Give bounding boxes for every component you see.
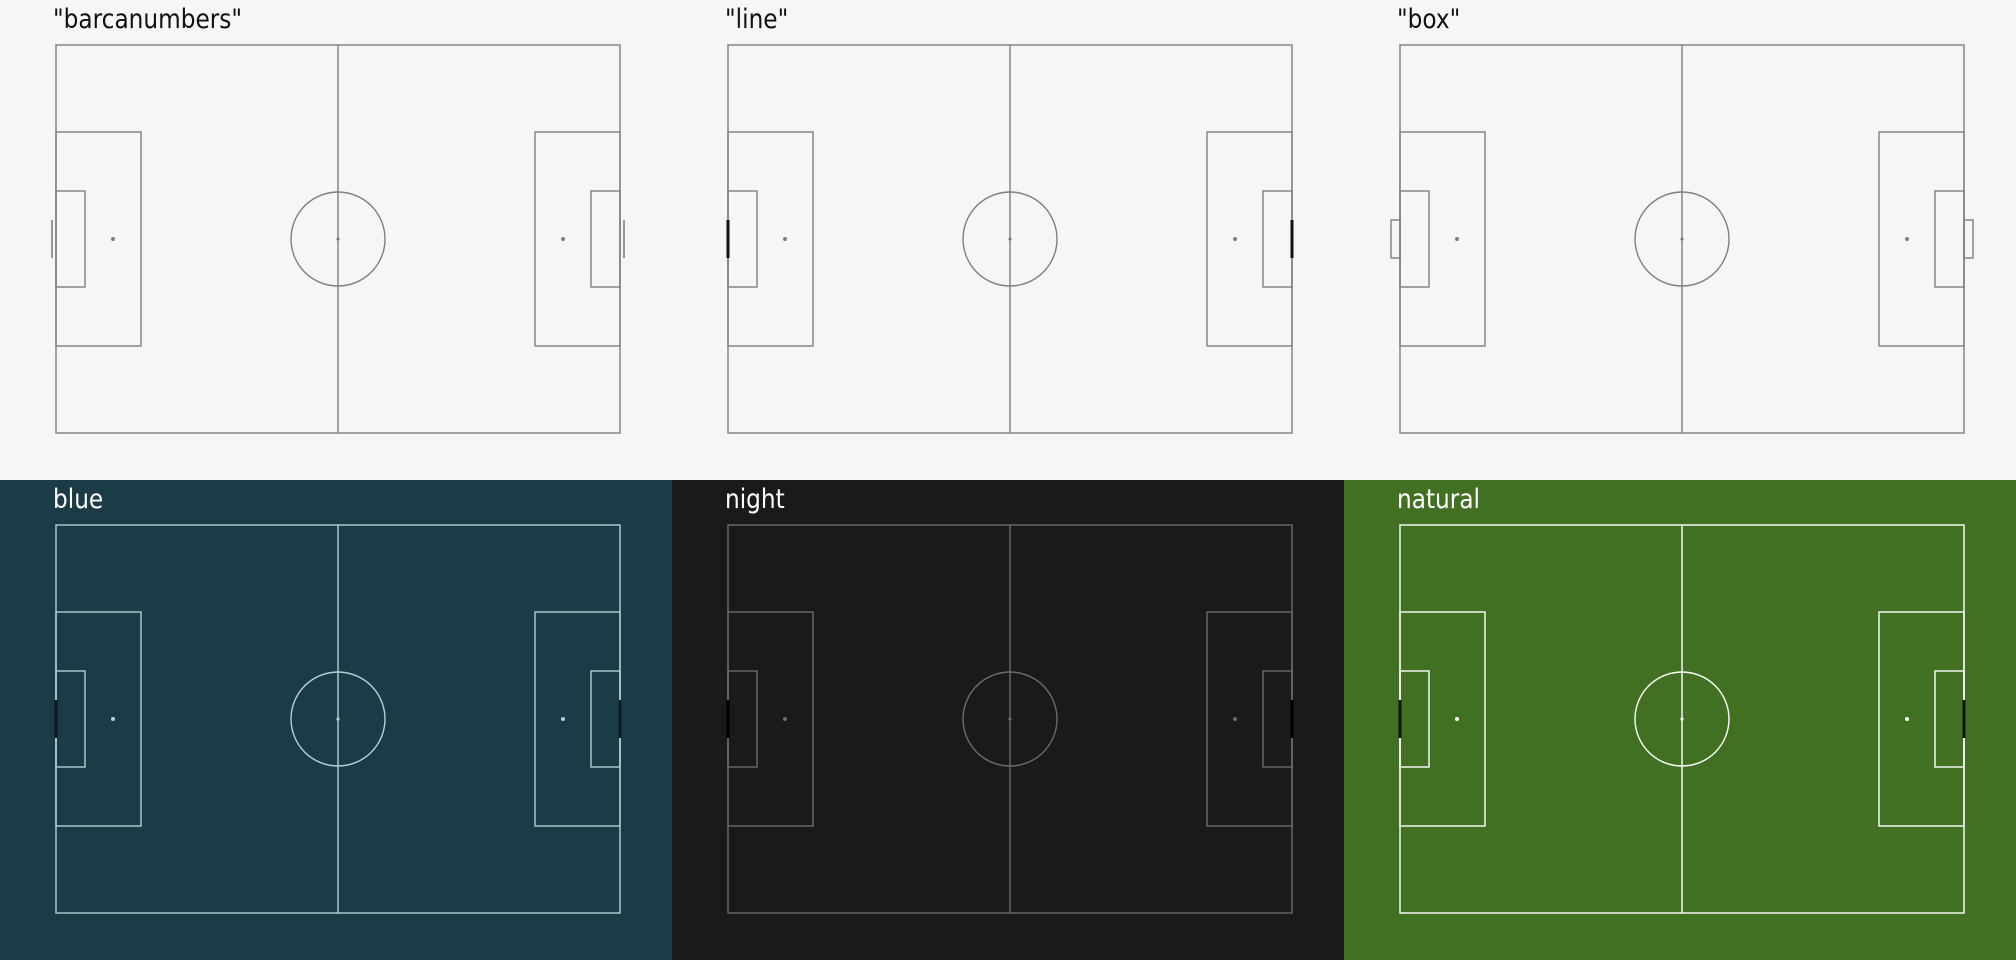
panel-title: "box"	[1397, 4, 1461, 35]
penalty-spot-left	[783, 717, 787, 721]
penalty-spot-right	[561, 237, 565, 241]
goal-area-right	[590, 670, 621, 768]
penalty-area-right	[534, 131, 621, 347]
goal-area-right	[590, 190, 621, 288]
football-pitch	[51, 44, 625, 434]
penalty-area-right	[1878, 611, 1965, 827]
panel-title: "line"	[725, 4, 789, 35]
penalty-area-left	[727, 131, 814, 347]
football-pitch	[1398, 524, 1966, 914]
penalty-spot-left	[111, 237, 115, 241]
centre-circle	[1634, 671, 1730, 767]
penalty-spot-right	[1905, 237, 1909, 241]
centre-circle	[962, 191, 1058, 287]
panel-title: night	[725, 484, 785, 515]
panel-barcanumbers: "barcanumbers"	[0, 0, 672, 480]
penalty-area-right	[534, 611, 621, 827]
penalty-area-left	[55, 611, 142, 827]
penalty-spot-right	[1233, 237, 1237, 241]
football-pitch	[726, 44, 1294, 434]
penalty-area-right	[1878, 131, 1965, 347]
goal-area-left	[55, 190, 86, 288]
penalty-spot-left	[783, 237, 787, 241]
panel-night: night	[672, 480, 1344, 960]
penalty-spot-left	[111, 717, 115, 721]
goal-area-right	[1934, 670, 1965, 768]
panel-title: natural	[1397, 484, 1481, 515]
penalty-spot-left	[1455, 237, 1459, 241]
goal-area-right	[1262, 190, 1293, 288]
panel-blue: blue	[0, 480, 672, 960]
penalty-area-left	[727, 611, 814, 827]
centre-spot	[1008, 717, 1012, 721]
football-pitch	[54, 524, 622, 914]
penalty-area-right	[1206, 611, 1293, 827]
goal-area-right	[1934, 190, 1965, 288]
penalty-area-left	[1399, 131, 1486, 347]
football-pitch	[726, 524, 1294, 914]
centre-circle	[962, 671, 1058, 767]
goal-area-right	[1262, 670, 1293, 768]
panel-box: "box"	[1344, 0, 2016, 480]
goal-area-left	[55, 670, 86, 768]
centre-circle	[290, 191, 386, 287]
panel-line: "line"	[672, 0, 1344, 480]
goal-right	[1963, 219, 1974, 259]
penalty-spot-left	[1455, 717, 1459, 721]
centre-spot	[336, 237, 340, 241]
penalty-spot-right	[561, 717, 565, 721]
penalty-area-left	[55, 131, 142, 347]
goal-area-left	[1399, 670, 1430, 768]
goal-area-left	[727, 190, 758, 288]
penalty-area-right	[1206, 131, 1293, 347]
goal-area-left	[727, 670, 758, 768]
panel-natural: natural	[1344, 480, 2016, 960]
centre-spot	[1680, 237, 1684, 241]
penalty-spot-right	[1233, 717, 1237, 721]
centre-circle	[1634, 191, 1730, 287]
panel-title: "barcanumbers"	[53, 4, 243, 35]
centre-circle	[290, 671, 386, 767]
penalty-area-left	[1399, 611, 1486, 827]
centre-spot	[336, 717, 340, 721]
centre-spot	[1680, 717, 1684, 721]
goal-area-left	[1399, 190, 1430, 288]
goal-left	[1390, 219, 1401, 259]
football-pitch	[1390, 44, 1974, 434]
panel-title: blue	[53, 484, 104, 515]
penalty-spot-right	[1905, 717, 1909, 721]
centre-spot	[1008, 237, 1012, 241]
